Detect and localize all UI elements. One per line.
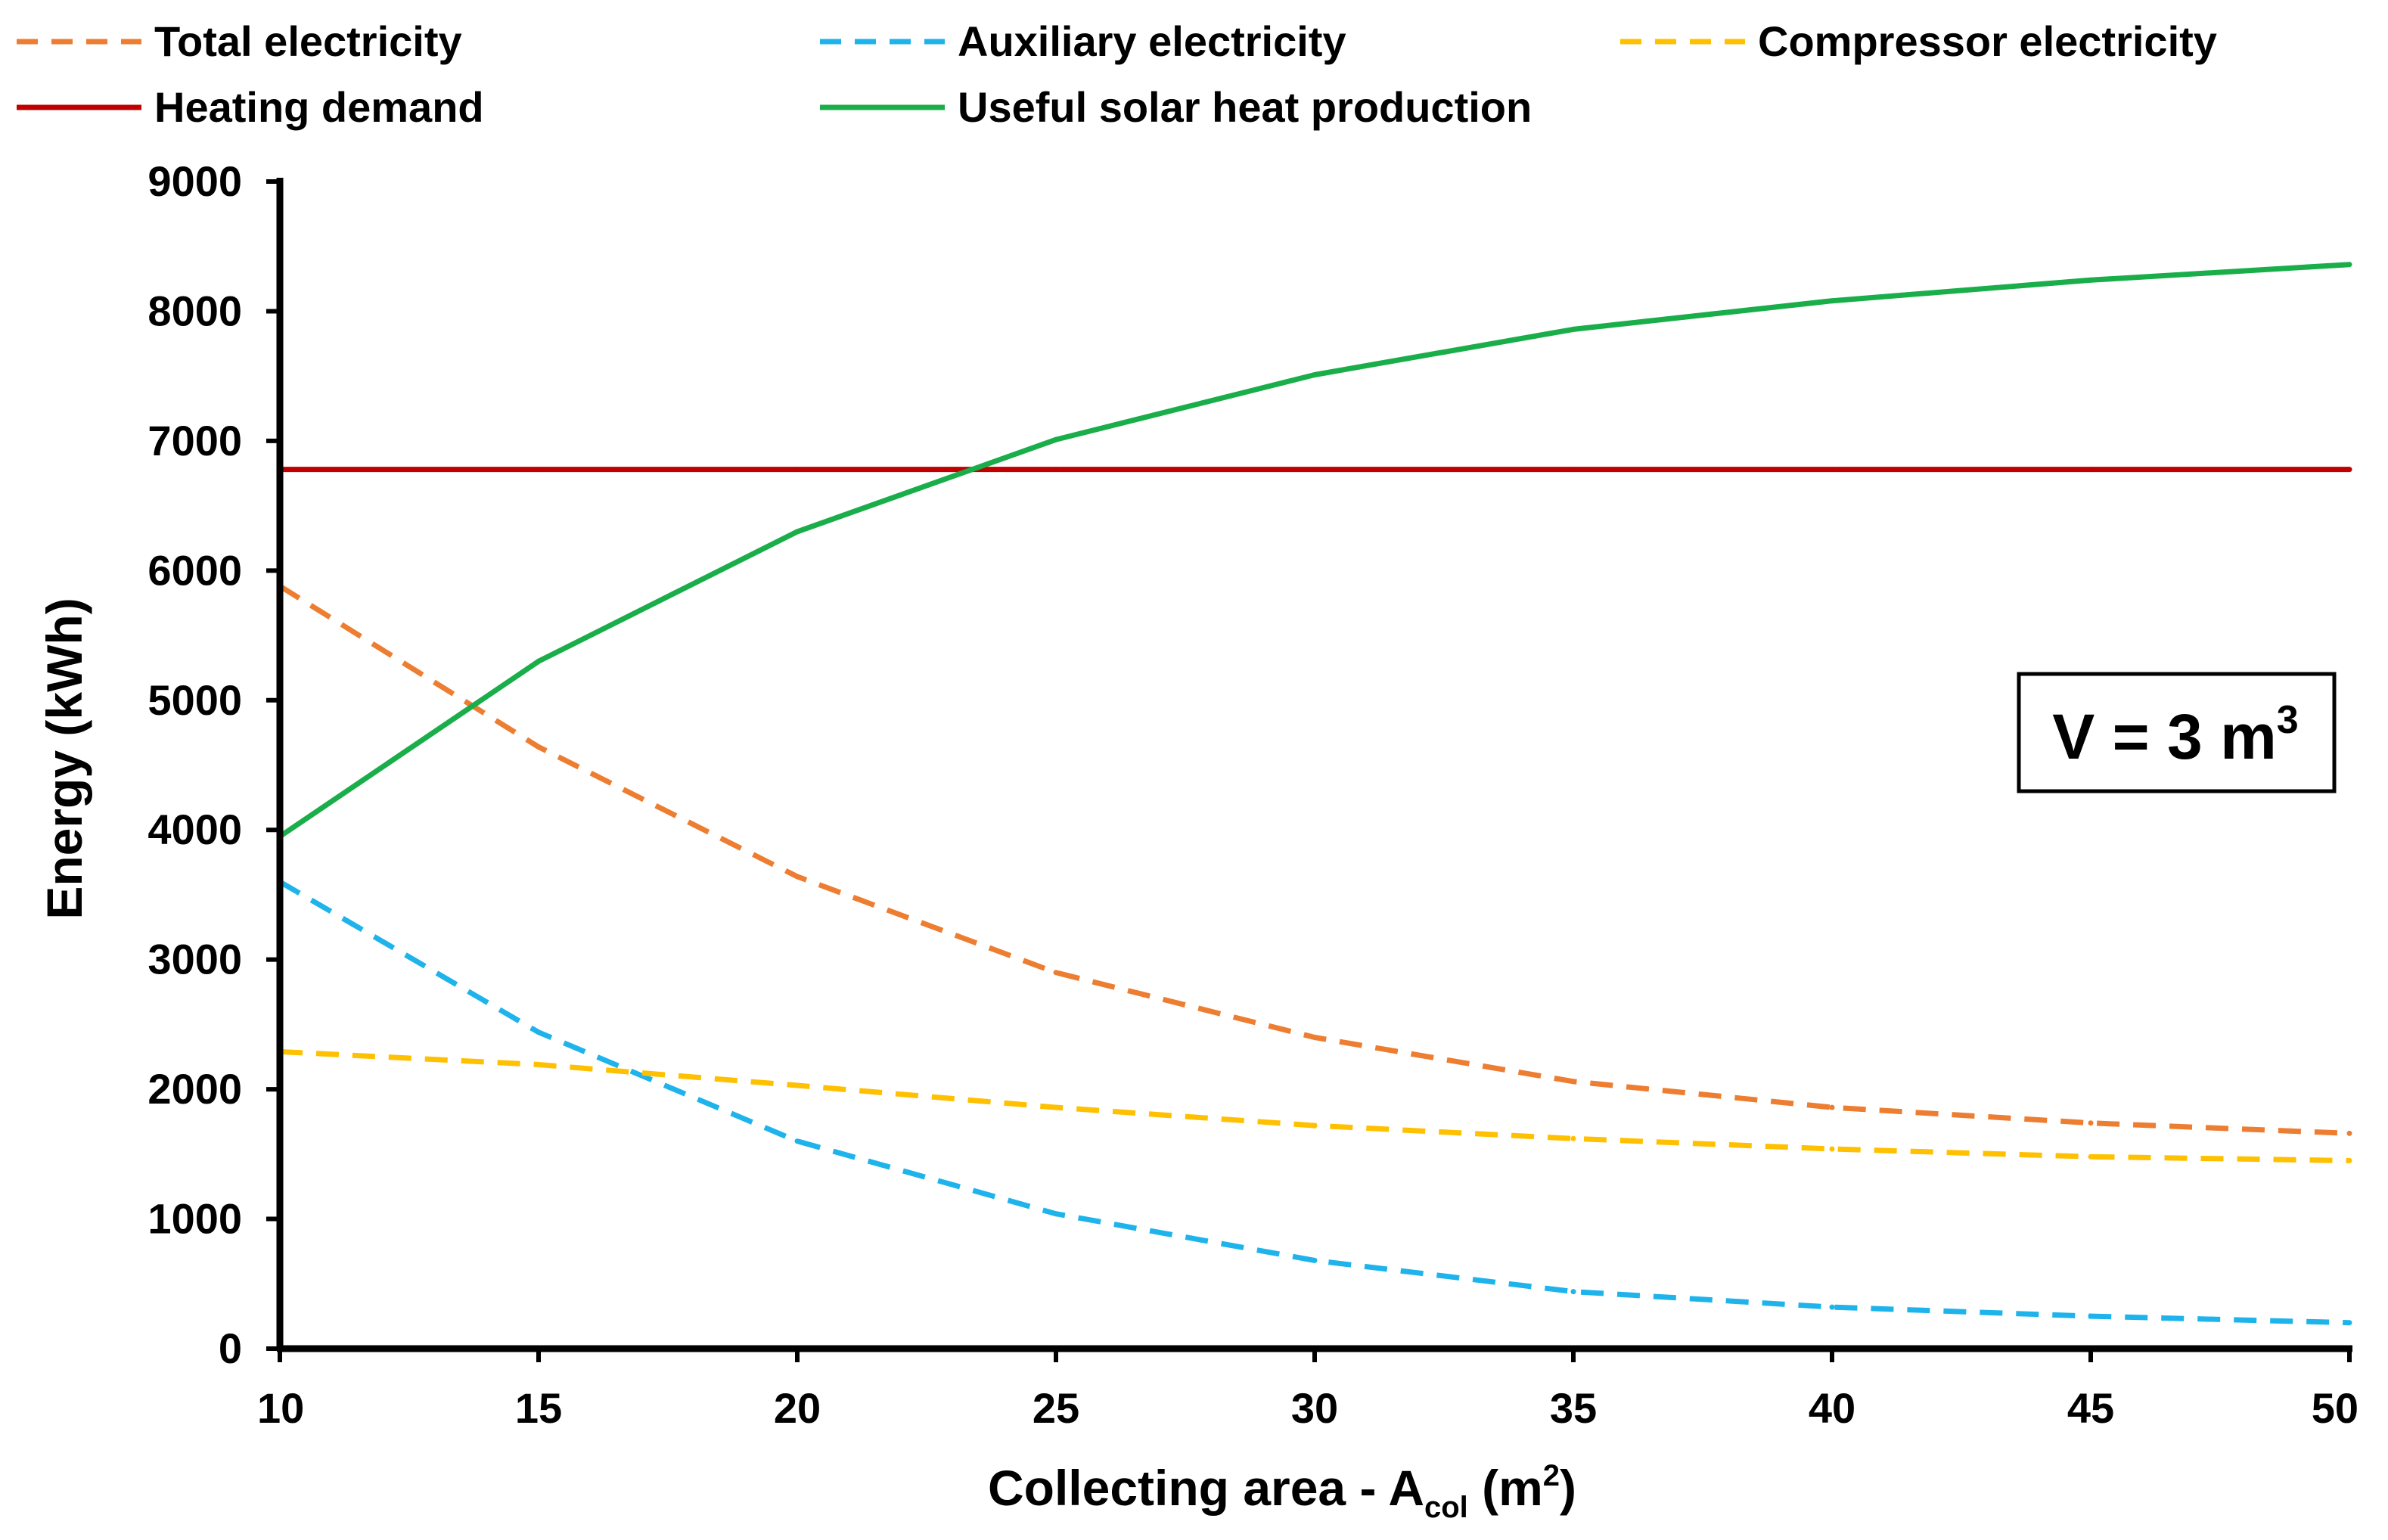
data-point-useful-solar-heat-production-5 [1571,327,1576,332]
data-point-heating-demand-8 [2347,467,2352,472]
data-point-heating-demand-4 [1312,467,1318,472]
y-tick-label-2000: 2000 [148,1065,242,1113]
legend-label-auxiliary-electricity: Auxiliary electricity [958,17,1346,65]
data-point-compressor-electricity-5 [1571,1136,1576,1141]
data-point-heating-demand-7 [2088,467,2094,472]
legend-label-compressor-electricity: Compressor electricity [1758,17,2217,65]
y-tick-label-9000: 9000 [148,157,242,205]
x-tick-label-35: 35 [1550,1384,1597,1432]
data-point-auxiliary-electricity-4 [1312,1258,1318,1263]
x-tick-label-45: 45 [2067,1384,2114,1432]
y-axis-title: Energy (kWh) [36,598,92,919]
data-point-useful-solar-heat-production-1 [536,659,542,664]
x-tick-label-10: 10 [257,1384,304,1432]
data-point-compressor-electricity-7 [2088,1154,2094,1160]
x-axis-title-superscript: 2 [1543,1459,1560,1492]
volume-annotation-main: V = 3 m [2052,701,2277,772]
data-point-auxiliary-electricity-2 [795,1138,800,1144]
data-point-compressor-electricity-2 [795,1083,800,1088]
data-point-total-electricity-7 [2088,1120,2094,1126]
data-point-total-electricity-8 [2347,1131,2352,1136]
chart: Total electricity Auxiliary electricity Co… [0,0,2388,1540]
data-point-heating-demand-1 [536,467,542,472]
x-axis-title-unit-close: ) [1560,1460,1576,1516]
data-point-useful-solar-heat-production-3 [1054,437,1059,442]
data-point-auxiliary-electricity-8 [2347,1320,2352,1325]
y-tick-label-0: 0 [219,1324,242,1372]
legend-label-total-electricity: Total electricity [154,17,462,65]
y-tick-label-5000: 5000 [148,676,242,724]
y-tick-label-4000: 4000 [148,806,242,853]
y-tick-label-7000: 7000 [148,417,242,464]
x-tick-label-50: 50 [2312,1384,2358,1432]
y-tick-label-8000: 8000 [148,287,242,334]
data-point-useful-solar-heat-production-6 [1830,298,1835,303]
volume-annotation-superscript: 3 [2277,698,2299,742]
volume-annotation-text: V = 3 m3 [2052,698,2298,772]
data-point-heating-demand-3 [1054,467,1059,472]
x-tick-label-40: 40 [1809,1384,1855,1432]
data-point-auxiliary-electricity-3 [1054,1211,1059,1216]
x-tick-label-30: 30 [1291,1384,1338,1432]
data-point-compressor-electricity-4 [1312,1123,1318,1129]
data-point-auxiliary-electricity-7 [2088,1314,2094,1319]
data-point-total-electricity-2 [795,874,800,879]
data-point-compressor-electricity-6 [1830,1147,1835,1152]
data-point-useful-solar-heat-production-2 [795,529,800,534]
x-axis-title-main: Collecting area - A [988,1460,1424,1516]
data-point-compressor-electricity-8 [2347,1158,2352,1163]
data-point-compressor-electricity-3 [1054,1105,1059,1110]
data-point-compressor-electricity-1 [536,1062,542,1067]
x-axis-title-subscript: col [1424,1491,1468,1524]
data-point-useful-solar-heat-production-7 [2088,278,2094,283]
data-point-auxiliary-electricity-5 [1571,1289,1576,1294]
data-point-total-electricity-5 [1571,1079,1576,1084]
data-point-total-electricity-1 [536,744,542,750]
y-tick-label-1000: 1000 [148,1195,242,1243]
data-point-auxiliary-electricity-1 [536,1029,542,1035]
y-tick-label-6000: 6000 [148,546,242,594]
data-point-auxiliary-electricity-6 [1830,1305,1835,1310]
data-point-heating-demand-6 [1830,467,1835,472]
y-tick-label-3000: 3000 [148,936,242,983]
data-point-useful-solar-heat-production-8 [2347,262,2352,267]
data-point-total-electricity-4 [1312,1035,1318,1040]
x-tick-label-20: 20 [774,1384,821,1432]
data-point-total-electricity-6 [1830,1105,1835,1110]
legend-label-heating-demand: Heating demand [154,83,484,131]
x-tick-label-25: 25 [1033,1384,1079,1432]
legend-label-useful-solar-heat-production: Useful solar heat production [958,83,1532,131]
x-axis-title-unit-open: (m [1468,1460,1543,1516]
data-point-useful-solar-heat-production-4 [1312,372,1318,377]
data-point-heating-demand-5 [1571,467,1576,472]
volume-annotation: V = 3 m3 [2019,674,2334,791]
data-point-heating-demand-2 [795,467,800,472]
x-tick-label-15: 15 [515,1384,562,1432]
data-point-total-electricity-3 [1054,970,1059,975]
x-axis-title: Collecting area - Acol (m2) [988,1459,1576,1524]
